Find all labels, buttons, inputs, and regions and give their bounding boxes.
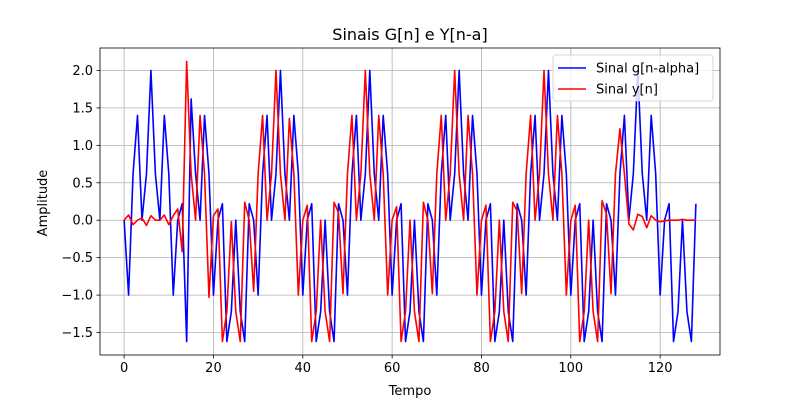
x-tick-label: 60 [384, 361, 401, 376]
y-tick-label: −1.0 [61, 289, 93, 304]
series-line-0 [123, 69, 697, 343]
y-axis-label: Amplitude [36, 170, 51, 237]
series-lines [123, 60, 697, 343]
x-tick-label: 20 [205, 361, 222, 376]
y-tick-label: 0.0 [72, 214, 93, 229]
x-axis-label: Tempo [388, 384, 432, 399]
x-tick-label: 0 [120, 361, 128, 376]
y-tick-label: 2.0 [72, 64, 93, 79]
x-tick-label: 40 [295, 361, 312, 376]
legend-box [552, 54, 714, 102]
y-tick-label: 1.5 [72, 101, 93, 116]
legend: Sinal g[n-alpha] Sinal y[n] [552, 54, 714, 102]
series-line-1 [123, 60, 696, 343]
y-tick-label: 1.0 [72, 139, 93, 154]
y-tick-label: −0.5 [61, 251, 93, 266]
legend-label: Sinal g[n-alpha] [596, 62, 699, 77]
y-tick-label: 0.5 [72, 176, 93, 191]
legend-label: Sinal y[n] [596, 83, 658, 98]
chart-title: Sinais G[n] e Y[n-a] [332, 25, 487, 44]
plot-frame [99, 47, 721, 356]
x-tick-label: 120 [648, 361, 673, 376]
y-tick-label: −1.5 [61, 326, 93, 341]
x-tick-label: 80 [473, 361, 490, 376]
x-tick-label: 100 [558, 361, 583, 376]
axis-ticks: 0 20 40 60 80 100 120 −1.5 −1.0 −0.5 0.0 0.5 1.0 1.5 2… [61, 64, 672, 376]
